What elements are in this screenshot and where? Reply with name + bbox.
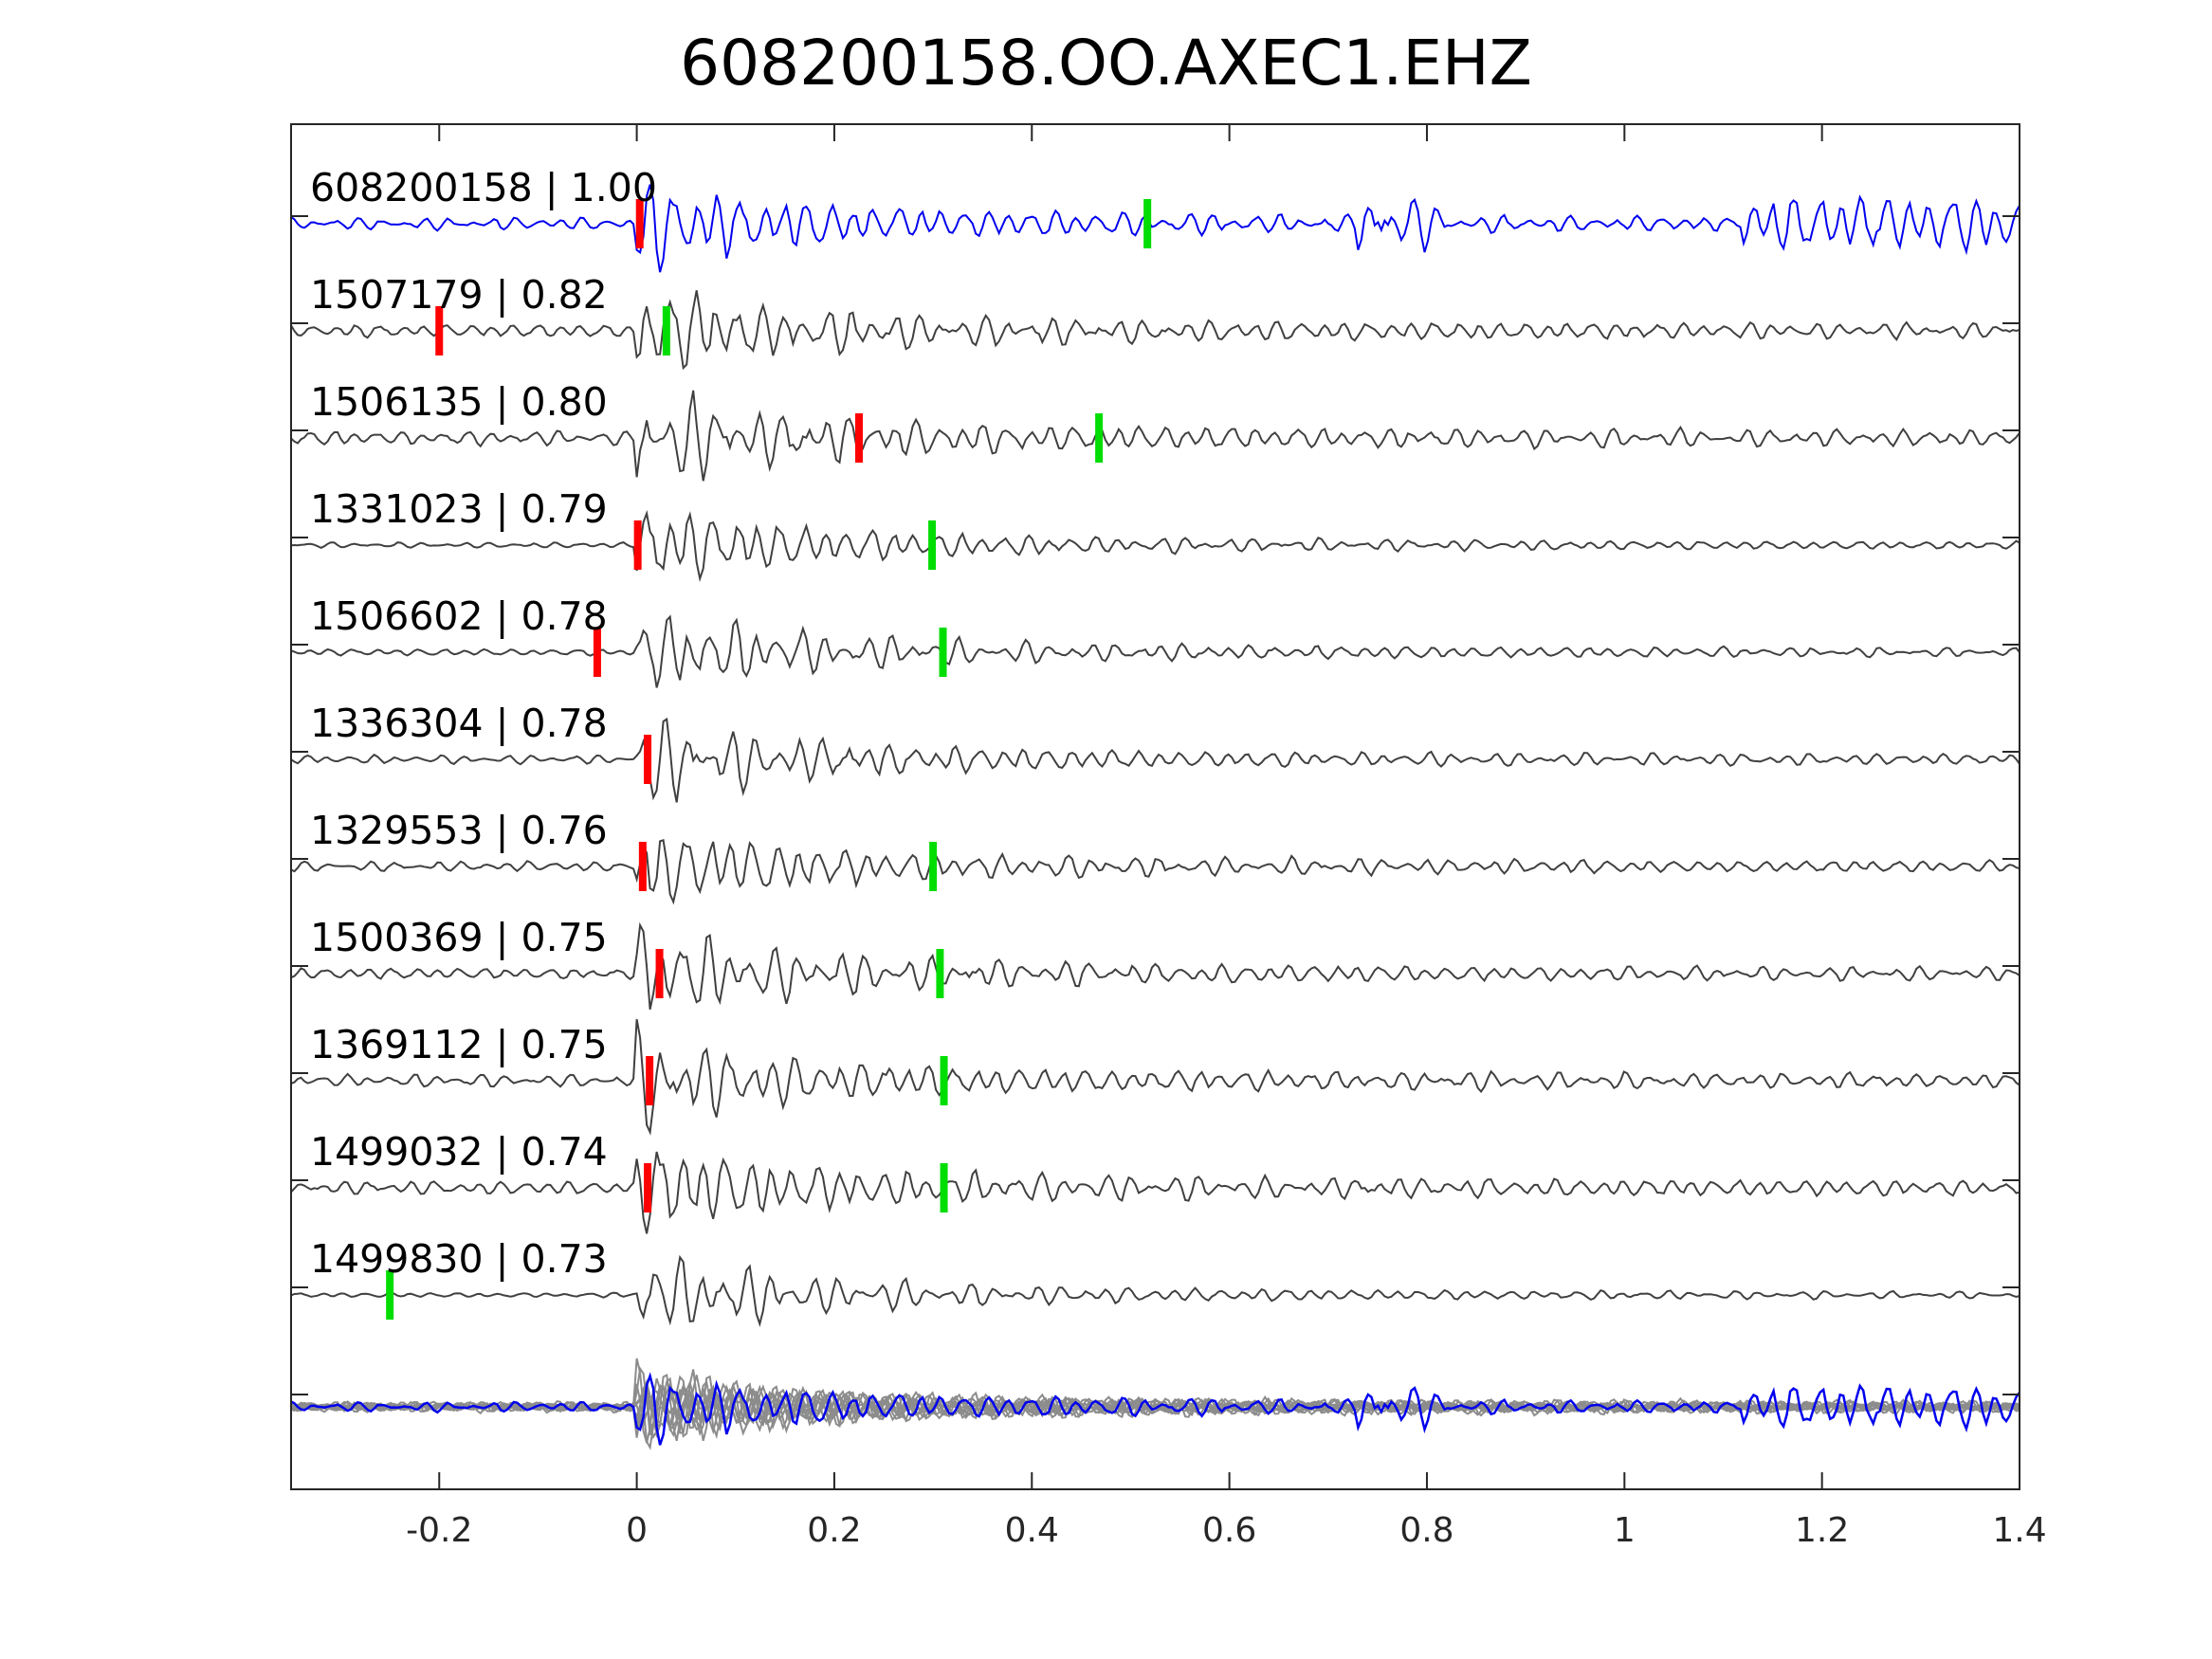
x-tick-label: 1.2 [1795,1511,1849,1550]
waveform-trace-1369112 [290,1019,2020,1136]
axes-box [290,123,2020,1490]
x-tick-label: 0.4 [1005,1511,1059,1550]
trace-label-1500369: 1500369 | 0.75 [310,915,608,960]
x-tick-label: 0.2 [807,1511,861,1550]
waveform-trace-1336304 [290,717,2020,803]
x-tick-label: 1.4 [1992,1511,2046,1550]
waveform-trace-1506135 [290,390,2020,482]
chart-title: 608200158.OO.AXEC1.EHZ [680,27,1532,100]
waveform-trace-1507179 [290,290,2020,371]
waveform-trace-1499032 [290,1151,2020,1234]
x-tick-label: -0.2 [406,1511,472,1550]
trace-label-1506135: 1506135 | 0.80 [310,379,608,425]
trace-label-1499830: 1499830 | 0.73 [310,1236,608,1282]
x-tick-label: 0.6 [1202,1511,1256,1550]
picks-layer [386,199,1152,1320]
waveform-trace-608200158 [290,184,2020,273]
stack-trace-1499032 [290,1377,2020,1444]
trace-label-1336304: 1336304 | 0.78 [310,701,608,746]
trace-label-1506602: 1506602 | 0.78 [310,593,608,639]
stack-template-trace [290,1372,2021,1446]
trace-label-1499032: 1499032 | 0.74 [310,1129,608,1175]
waveform-trace-1331023 [290,509,2020,583]
x-tick-label: 0.8 [1399,1511,1453,1550]
waveform-trace-1500369 [290,921,2020,1011]
ticks-layer: -0.2 0 0.2 0.4 0.6 0.8 1 1.2 1.4 [291,124,2047,1550]
waveform-trace-1499830 [290,1254,2020,1328]
trace-label-1329553: 1329553 | 0.76 [310,808,608,853]
x-tick-label: 1 [1614,1511,1636,1550]
waveform-trace-1329553 [290,838,2020,905]
trace-label-608200158: 608200158 | 1.00 [310,165,657,210]
trace-label-1331023: 1331023 | 0.79 [310,486,608,532]
labels-layer: 608200158 | 1.00 1507179 | 0.82 1506135 | … [310,165,657,1282]
x-tick-label: 0 [626,1511,648,1550]
traces-layer [290,184,2020,1328]
trace-label-1507179: 1507179 | 0.82 [310,272,608,318]
trace-label-1369112: 1369112 | 0.75 [310,1022,608,1067]
stack-layer [290,1358,2021,1450]
waveform-trace-1506602 [290,614,2020,688]
